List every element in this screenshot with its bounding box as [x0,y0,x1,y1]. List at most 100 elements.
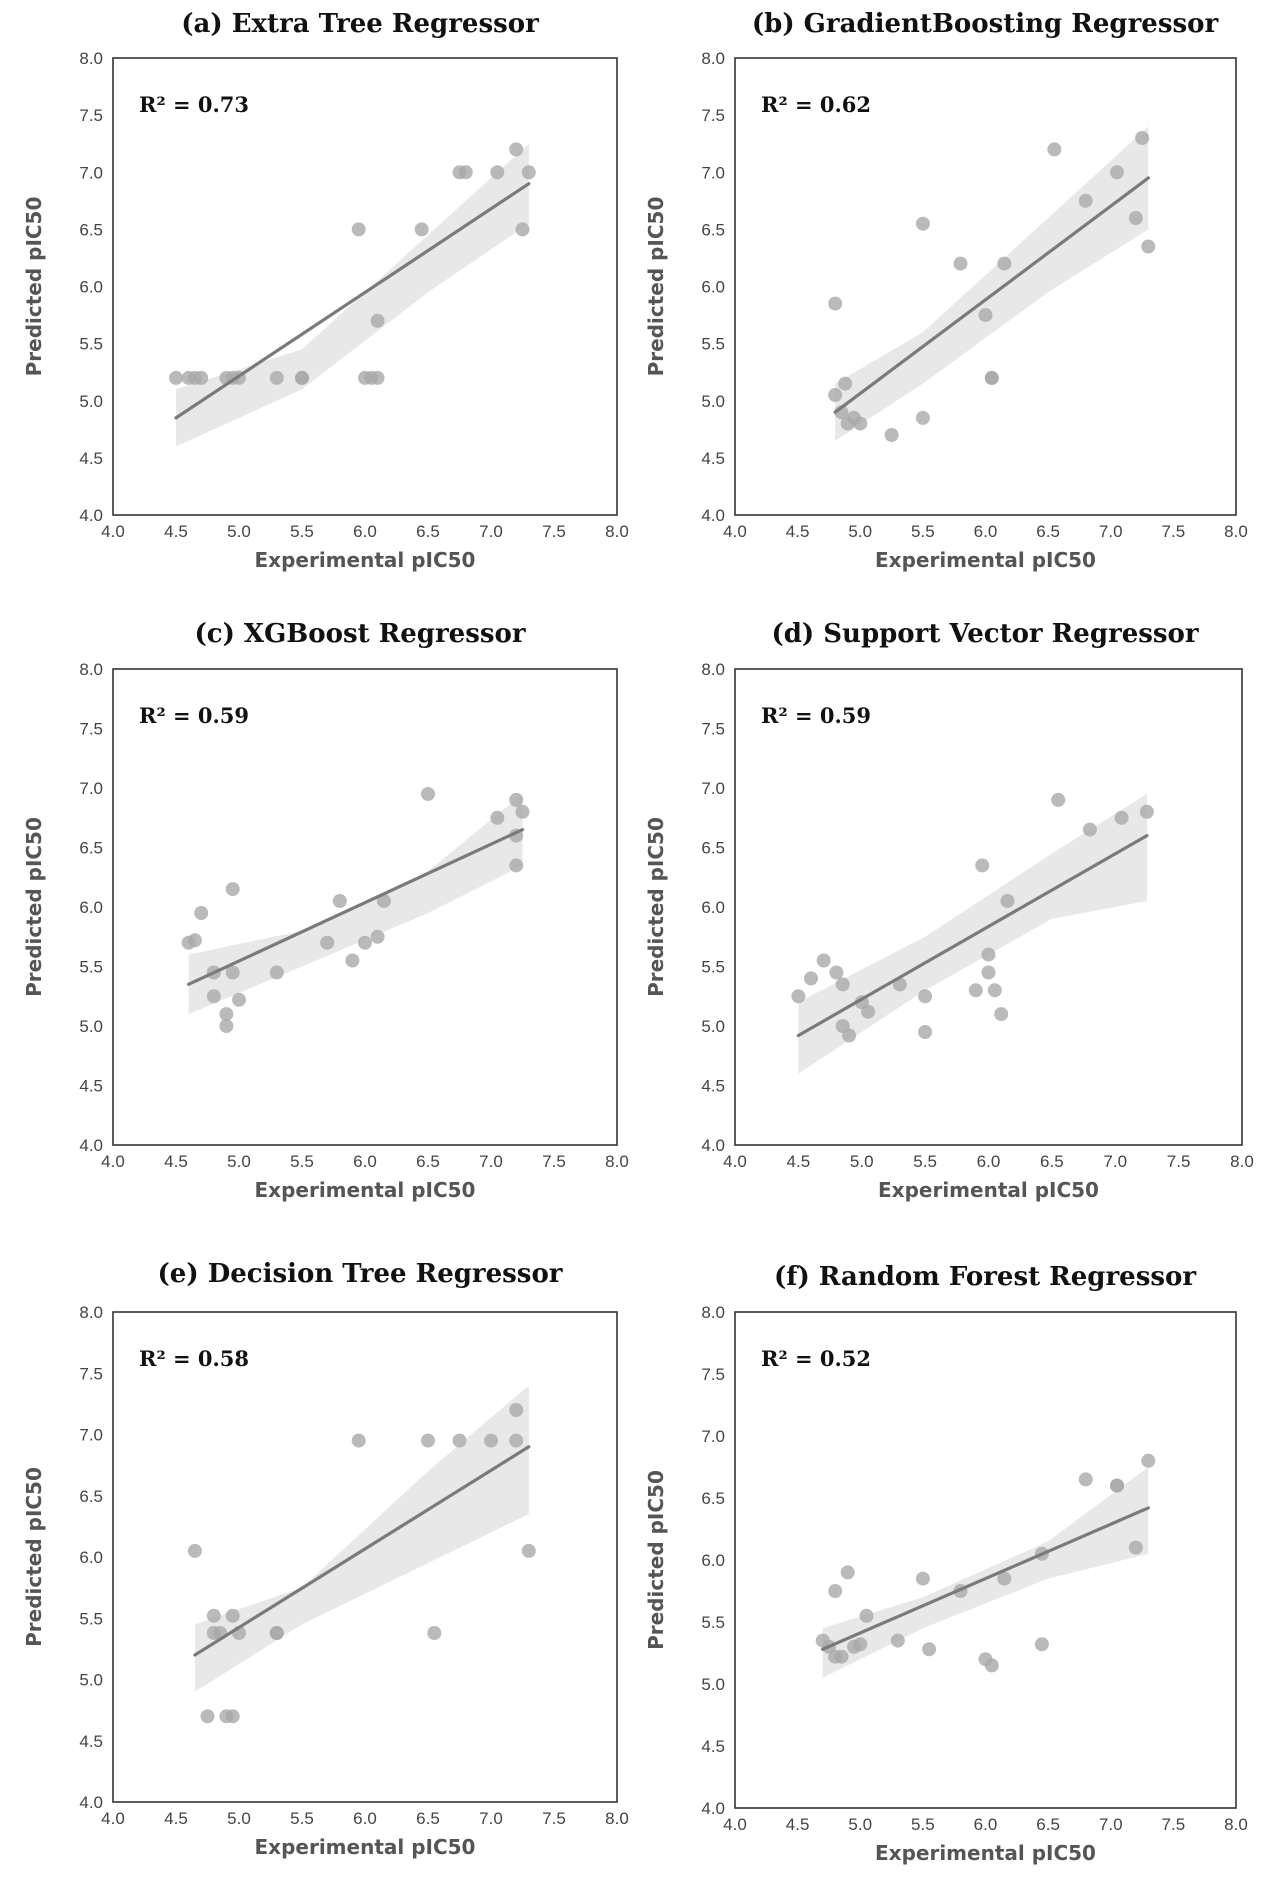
data-point [1110,1478,1124,1493]
data-point [978,308,993,323]
data-point [828,388,843,402]
data-point [370,313,385,328]
x-tick-label: 8.0 [1230,1152,1254,1171]
y-tick-label: 7.0 [701,779,725,798]
data-point [269,965,284,980]
regression-line [821,1506,1150,1651]
data-point [194,370,209,385]
x-tick-label: 4.5 [164,1152,188,1171]
data-point [332,894,347,908]
data-point [835,977,850,992]
y-tick-label: 7.0 [79,163,103,182]
confidence-band [835,126,1149,441]
y-tick-label: 5.5 [79,335,103,354]
r-squared-label: R² = 0.62 [761,92,871,117]
data-point [225,965,240,980]
data-point [987,983,1002,998]
x-tick-label: 5.0 [848,1815,872,1834]
y-tick-label: 7.5 [79,1364,103,1383]
plot-frame [112,57,618,516]
data-point [981,947,996,962]
data-point [225,882,240,897]
y-tick-label: 7.5 [701,1365,725,1384]
data-point [269,370,284,385]
data-point [295,370,309,385]
data-point [842,1028,857,1043]
x-tick-label: 4.5 [786,1815,810,1834]
regression-line [174,182,531,420]
x-tick-label: 7.5 [1162,522,1186,541]
data-point [1082,822,1097,837]
y-tick-label: 8.0 [79,660,103,679]
data-point [1139,804,1154,819]
x-tick-label: 4.0 [723,1815,747,1834]
data-point [918,1025,933,1039]
data-point [206,1608,221,1623]
y-tick-label: 4.5 [701,1737,725,1756]
y-tick-label: 7.5 [701,106,725,125]
data-point [1114,810,1129,825]
data-point [791,989,806,1004]
data-point [194,906,209,920]
x-tick-label: 4.0 [101,1152,125,1171]
data-point [1000,894,1015,908]
data-point [1141,1453,1156,1468]
x-tick-label: 5.5 [911,1815,935,1834]
data-point [427,1626,442,1640]
data-point [1034,1637,1049,1652]
y-tick-label: 5.0 [701,1675,725,1694]
y-tick-label: 7.0 [79,1426,103,1445]
data-point [458,165,473,180]
data-point [225,1709,240,1724]
y-tick-label: 4.5 [79,1077,103,1096]
data-point [853,1637,868,1652]
r-squared-label: R² = 0.73 [139,92,249,117]
data-point [915,410,930,425]
data-point [421,1433,435,1448]
y-axis-title: Predicted pIC50 [644,1470,668,1650]
x-tick-label: 6.5 [1036,1815,1060,1834]
x-tick-label: 5.5 [290,1809,314,1828]
x-tick-label: 4.5 [786,522,810,541]
x-tick-label: 5.0 [848,522,872,541]
data-point [828,1584,843,1598]
confidence-band [194,1385,529,1692]
x-tick-label: 7.5 [1167,1152,1191,1171]
data-point [376,894,391,908]
data-point [890,1633,905,1648]
y-tick-label: 5.0 [701,1017,725,1036]
data-point [169,370,183,385]
y-axis-title: Predicted pIC50 [22,1467,46,1647]
x-axis-title: Experimental pIC50 [255,1835,476,1859]
x-tick-label: 4.5 [787,1152,811,1171]
x-tick-label: 6.0 [977,1152,1001,1171]
x-tick-label: 6.5 [416,1809,440,1828]
panel-a-extra-tree: (a) Extra Tree Regressor 4.0 4.5 5.0 5.5 6.0 6… [22,9,629,572]
y-tick-label: 8.0 [701,1303,725,1322]
data-point [853,416,868,431]
x-tick-label: 7.0 [479,1809,503,1828]
data-point [345,953,360,968]
data-point [219,1007,234,1022]
x-tick-label: 7.5 [542,1152,566,1171]
chart-title: (a) Extra Tree Regressor [181,9,539,39]
x-tick-label: 5.5 [290,522,314,541]
data-point [509,858,524,873]
data-point [918,989,933,1004]
x-tick-label: 5.0 [850,1152,874,1171]
data-point [859,1608,874,1623]
y-tick-label: 4.0 [79,1793,103,1812]
x-tick-label: 7.0 [1099,1815,1123,1834]
y-tick-label: 7.0 [701,1427,725,1446]
y-tick-label: 7.0 [701,163,725,182]
y-tick-label: 5.5 [701,335,725,354]
x-tick-label: 6.0 [353,522,377,541]
x-tick-label: 7.5 [542,522,566,541]
y-axis-title: Predicted pIC50 [22,817,46,997]
x-tick-label: 7.0 [1103,1152,1127,1171]
x-tick-label: 6.0 [353,1152,377,1171]
data-point [187,1543,202,1558]
y-tick-label: 5.5 [701,958,725,977]
x-tick-label: 5.0 [227,1152,251,1171]
